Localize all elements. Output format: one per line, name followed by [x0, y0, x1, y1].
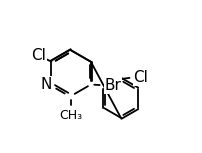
Text: Cl: Cl [133, 70, 148, 85]
Text: Br: Br [104, 78, 121, 93]
Text: Cl: Cl [31, 48, 46, 63]
Text: N: N [40, 77, 51, 92]
Text: CH₃: CH₃ [59, 108, 82, 121]
